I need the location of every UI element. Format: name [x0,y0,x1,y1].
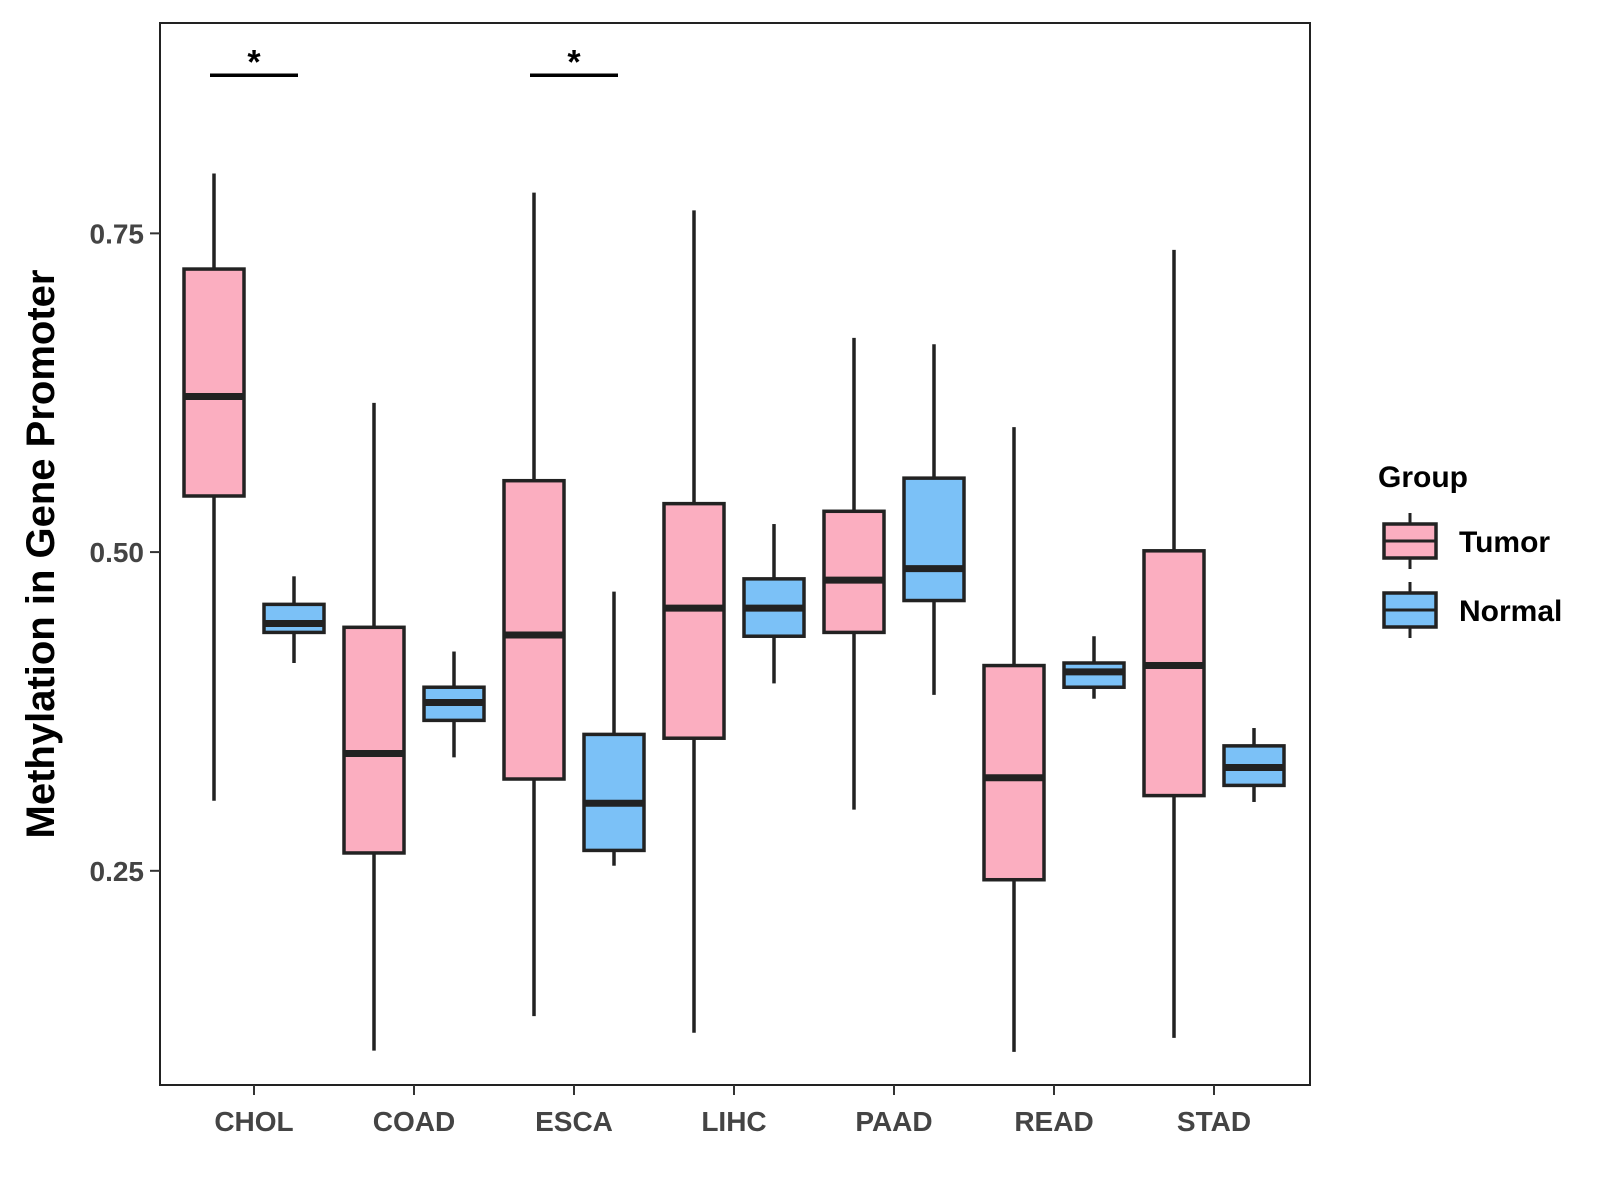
box-coad-normal [422,651,486,758]
x-tick-label-esca: ESCA [535,1106,613,1137]
box-chol-tumor [182,173,246,801]
x-tick-label-stad: STAD [1177,1106,1251,1137]
box-stad-normal [1222,728,1286,802]
box-coad-tumor [342,402,406,1051]
box-rect-paad-normal [902,476,966,603]
box-esca-normal [582,591,646,866]
legend-label-normal: Normal [1459,595,1562,628]
plot-area: * * [182,43,1286,1052]
box-read-normal [1062,636,1126,699]
x-tick-label-chol: CHOL [214,1106,293,1137]
box-chol-normal [262,576,326,664]
legend: Group Tumor Normal [1378,461,1562,638]
box-rect-paad-tumor [822,509,886,635]
box-lihc-normal [742,524,806,684]
significance-chol: * [210,43,298,81]
legend-title: Group [1378,461,1468,494]
y-axis: 0.25 0.50 0.75 [90,218,160,887]
x-axis: CHOL COAD ESCA LIHC PAAD READ STAD [214,1085,1251,1137]
x-tick-label-paad: PAAD [855,1106,932,1137]
legend-label-tumor: Tumor [1459,526,1550,559]
x-tick-label-read: READ [1014,1106,1093,1137]
legend-entry-normal: Normal [1382,582,1562,638]
box-paad-tumor [822,337,886,810]
box-rect-esca-normal [582,732,646,853]
box-paad-normal [902,344,966,695]
y-axis-title: Methylation in Gene Promoter [19,270,63,839]
box-rect-stad-tumor [1142,549,1206,798]
y-tick-label-1: 0.50 [90,537,145,568]
box-read-tumor [982,427,1046,1052]
box-rect-read-tumor [982,663,1046,882]
box-rect-chol-tumor [182,267,246,498]
x-tick-label-coad: COAD [373,1106,455,1137]
significance-esca: * [530,43,618,81]
legend-entry-tumor: Tumor [1382,513,1550,569]
significance-star: * [247,43,261,81]
significance-star: * [567,43,581,81]
box-rect-chol-normal [262,602,326,635]
box-rect-lihc-tumor [662,501,726,740]
box-lihc-tumor [662,210,726,1033]
y-tick-label-0: 0.25 [90,856,145,887]
box-stad-tumor [1142,249,1206,1038]
box-rect-esca-tumor [502,478,566,781]
box-esca-tumor [502,192,566,1017]
x-tick-label-lihc: LIHC [701,1106,766,1137]
y-tick-label-2: 0.75 [90,218,145,249]
panel-border [159,22,1311,1086]
box-rect-coad-tumor [342,625,406,855]
